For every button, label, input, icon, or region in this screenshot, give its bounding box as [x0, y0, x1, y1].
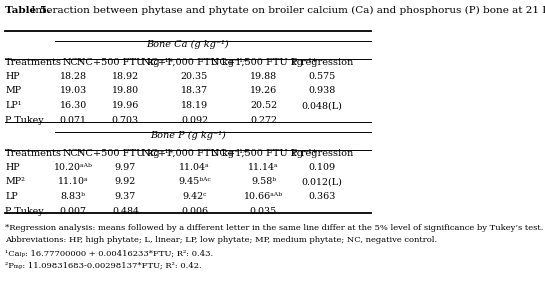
Text: MP²: MP² [5, 177, 25, 186]
Text: 18.37: 18.37 [181, 87, 208, 95]
Text: 0.484: 0.484 [112, 207, 139, 216]
Text: P regression: P regression [291, 149, 353, 158]
Text: ¹Caₗₚ: 16.77700000 + 0.00416233*FTU; R²: 0.43.: ¹Caₗₚ: 16.77700000 + 0.00416233*FTU; R²:… [5, 249, 213, 257]
Text: 19.03: 19.03 [59, 87, 87, 95]
Text: 0.109: 0.109 [308, 163, 336, 172]
Text: NC+500 FTU kg⁻¹*: NC+500 FTU kg⁻¹* [77, 149, 174, 158]
Text: 19.96: 19.96 [112, 101, 139, 110]
Text: 9.37: 9.37 [115, 192, 136, 201]
Text: 11.14ᵃ: 11.14ᵃ [248, 163, 279, 172]
Text: Table 5.: Table 5. [5, 6, 51, 15]
Text: 0.012(L): 0.012(L) [302, 177, 343, 186]
Text: 0.092: 0.092 [181, 116, 208, 125]
Text: 10.20ᵃᴬᵇ: 10.20ᵃᴬᵇ [54, 163, 93, 172]
Text: 9.42ᶜ: 9.42ᶜ [182, 192, 207, 201]
Text: 0.006: 0.006 [181, 207, 208, 216]
Text: 8.83ᵇ: 8.83ᵇ [60, 192, 86, 201]
Text: 0.938: 0.938 [308, 87, 336, 95]
Text: 0.071: 0.071 [60, 116, 87, 125]
Text: Bone Ca (g kg⁻¹): Bone Ca (g kg⁻¹) [147, 40, 229, 49]
Text: 0.007: 0.007 [60, 207, 87, 216]
Text: P regression: P regression [291, 58, 353, 67]
Text: Bone P (g kg⁻¹): Bone P (g kg⁻¹) [150, 131, 226, 140]
Text: ²Pₘₚ: 11.09831683-0.00298137*FTU; R²: 0.42.: ²Pₘₚ: 11.09831683-0.00298137*FTU; R²: 0.… [5, 262, 202, 270]
Text: 19.88: 19.88 [250, 72, 277, 81]
Text: 0.272: 0.272 [250, 116, 277, 125]
Text: 9.92: 9.92 [115, 177, 136, 186]
Text: NC*: NC* [63, 149, 83, 158]
Text: HP: HP [5, 163, 20, 172]
Text: 19.26: 19.26 [250, 87, 277, 95]
Text: 18.19: 18.19 [181, 101, 208, 110]
Text: 11.04ᵃ: 11.04ᵃ [179, 163, 210, 172]
Text: Treatments: Treatments [5, 149, 62, 158]
Text: LP¹: LP¹ [5, 101, 22, 110]
Text: 0.035: 0.035 [250, 207, 277, 216]
Text: Treatments: Treatments [5, 58, 62, 67]
Text: 0.363: 0.363 [308, 192, 336, 201]
Text: NC+1,500 FTU kg⁻¹*: NC+1,500 FTU kg⁻¹* [210, 58, 317, 67]
Text: Interaction between phytase and phytate on broiler calcium (Ca) and phosphorus (: Interaction between phytase and phytate … [28, 6, 545, 15]
Text: NC+1,000 FTU kg⁻¹*: NC+1,000 FTU kg⁻¹* [142, 58, 247, 67]
Text: 0.575: 0.575 [308, 72, 336, 81]
Text: 20.52: 20.52 [250, 101, 277, 110]
Text: 0.048(L): 0.048(L) [302, 101, 343, 110]
Text: 9.45ᵇᴬᶜ: 9.45ᵇᴬᶜ [178, 177, 211, 186]
Text: NC+1,500 FTU kg⁻¹*: NC+1,500 FTU kg⁻¹* [210, 149, 317, 158]
Text: P Tukey: P Tukey [5, 207, 44, 216]
Text: *Regression analysis: means followed by a different letter in the same line diff: *Regression analysis: means followed by … [5, 224, 543, 232]
Text: 11.10ᵃ: 11.10ᵃ [58, 177, 88, 186]
Text: 20.35: 20.35 [181, 72, 208, 81]
Text: 18.92: 18.92 [112, 72, 139, 81]
Text: NC+1,000 FTU kg⁻¹*: NC+1,000 FTU kg⁻¹* [142, 149, 247, 158]
Text: NC*: NC* [63, 58, 83, 67]
Text: 9.58ᵇ: 9.58ᵇ [251, 177, 276, 186]
Text: 9.97: 9.97 [115, 163, 136, 172]
Text: 0.703: 0.703 [112, 116, 139, 125]
Text: LP: LP [5, 192, 18, 201]
Text: P Tukey: P Tukey [5, 116, 44, 125]
Text: 18.28: 18.28 [60, 72, 87, 81]
Text: Abbreviations: HP, high phytate; L, linear; LP, low phytate; MP, medium phytate;: Abbreviations: HP, high phytate; L, line… [5, 236, 437, 245]
Text: 16.30: 16.30 [59, 101, 87, 110]
Text: 10.66ᵃᴬᵇ: 10.66ᵃᴬᵇ [244, 192, 283, 201]
Text: MP: MP [5, 87, 21, 95]
Text: HP: HP [5, 72, 20, 81]
Text: 19.80: 19.80 [112, 87, 139, 95]
Text: NC+500 FTU kg⁻¹*: NC+500 FTU kg⁻¹* [77, 58, 174, 67]
